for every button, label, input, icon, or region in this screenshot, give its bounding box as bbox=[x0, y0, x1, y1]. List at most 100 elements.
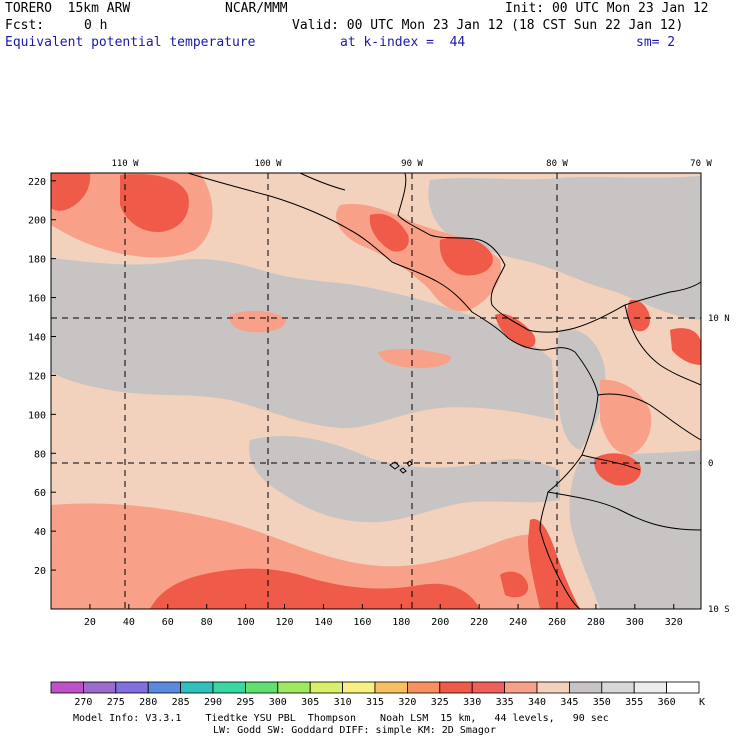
colorbar-swatch bbox=[471, 681, 506, 694]
y-axis-ticks: 220 200 180 160 140 120 100 80 60 40 20 bbox=[28, 177, 56, 577]
colorbar-level-label: 330 bbox=[463, 697, 481, 708]
red-region-venezuela bbox=[627, 299, 650, 332]
x-tick-label: 280 bbox=[587, 617, 605, 628]
x-tick-label: 60 bbox=[162, 617, 174, 628]
x-tick-label: 240 bbox=[509, 617, 527, 628]
colorbar-level-label: 290 bbox=[204, 697, 222, 708]
salmon-region-south bbox=[51, 503, 560, 609]
forecast-label: Fcst: bbox=[5, 18, 45, 33]
gray-region-middle bbox=[249, 436, 560, 523]
graticule bbox=[51, 173, 701, 609]
colorbar-level-label: 295 bbox=[236, 697, 254, 708]
center-name: NCAR/MMM bbox=[225, 1, 288, 16]
border-colombia bbox=[597, 393, 702, 441]
latitude-labels: 10 N 0 10 S bbox=[708, 314, 730, 615]
colorbar-swatch bbox=[50, 681, 84, 694]
colorbar-swatch bbox=[504, 681, 538, 694]
lat-label-10n: 10 N bbox=[708, 314, 730, 324]
x-tick-label: 220 bbox=[470, 617, 488, 628]
model-name: TORERO 15km ARW bbox=[5, 1, 131, 16]
gray-region-northeast bbox=[428, 176, 701, 320]
equivalent-potential-temperature-map: 220 200 180 160 140 120 100 80 60 40 20 20 40 60 80 10… bbox=[28, 159, 730, 628]
colorbar-swatch bbox=[569, 681, 603, 694]
colorbar-swatch bbox=[374, 681, 408, 694]
colorbar-level-label: 270 bbox=[74, 697, 92, 708]
colorbar-level-label: 315 bbox=[366, 697, 384, 708]
x-tick-label: 200 bbox=[431, 617, 449, 628]
x-tick-label: 320 bbox=[665, 617, 683, 628]
x-tick-label: 120 bbox=[276, 617, 294, 628]
gray-region-west bbox=[55, 298, 144, 361]
colorbar-labels: 270 275 280 285 290 295 300 305 310 315 320 325 330 3… bbox=[74, 697, 675, 708]
y-tick-label: 100 bbox=[28, 410, 46, 421]
border-peru bbox=[547, 491, 702, 531]
colorbar-level-label: 350 bbox=[593, 697, 611, 708]
border-ecuador bbox=[581, 454, 641, 471]
y-tick-label: 120 bbox=[28, 371, 46, 382]
salmon-region-colombia bbox=[600, 379, 652, 455]
x-tick-label: 140 bbox=[314, 617, 332, 628]
colorbar-level-label: 300 bbox=[269, 697, 287, 708]
colorbar-level-label: 275 bbox=[107, 697, 125, 708]
x-tick-label: 20 bbox=[84, 617, 96, 628]
colorbar-swatch bbox=[115, 681, 149, 694]
colorbar-level-label: 305 bbox=[301, 697, 319, 708]
colorbar-level-label: 310 bbox=[334, 697, 352, 708]
colorbar-level-label: 340 bbox=[528, 697, 546, 708]
salmon-region-central bbox=[378, 349, 451, 368]
coastlines bbox=[187, 172, 702, 610]
colorbar-swatch bbox=[406, 681, 441, 694]
colorbar-swatch bbox=[536, 681, 570, 694]
red-region-corner bbox=[51, 173, 91, 211]
colorbar-swatch bbox=[342, 681, 376, 694]
colorbar-swatch bbox=[666, 681, 700, 694]
x-axis-ticks: 20 40 60 80 100 120 140 160 180 200 220 240 260 280 30… bbox=[84, 604, 683, 628]
lon-label-90w: 90 W bbox=[401, 159, 423, 169]
border-venezuela bbox=[624, 304, 702, 386]
colorbar-level-label: 280 bbox=[139, 697, 157, 708]
lat-label-10s: 10 S bbox=[708, 605, 730, 615]
colorbar-swatch bbox=[633, 681, 668, 694]
x-tick-label: 80 bbox=[201, 617, 213, 628]
map-field bbox=[51, 173, 701, 609]
colorbar-swatch bbox=[212, 681, 246, 694]
colorbar-level-label: 355 bbox=[625, 697, 643, 708]
colorbar-swatch bbox=[439, 681, 473, 694]
colorbar-swatch bbox=[147, 681, 181, 694]
red-region-peru-coast bbox=[528, 519, 580, 609]
red-region-guatemala bbox=[369, 213, 409, 252]
colorbar-swatch bbox=[309, 681, 344, 694]
colorbar-level-label: 325 bbox=[431, 697, 449, 708]
y-tick-label: 40 bbox=[34, 527, 46, 538]
x-tick-label: 160 bbox=[353, 617, 371, 628]
red-region-honduras bbox=[439, 236, 493, 276]
colorbar-level-label: 360 bbox=[658, 697, 676, 708]
colorbar-swatch bbox=[83, 681, 117, 694]
footer-physics-info: LW: Godd SW: Goddard DIFF: simple KM: 2D… bbox=[213, 725, 496, 736]
y-tick-label: 160 bbox=[28, 294, 46, 305]
gray-region-andes-east bbox=[569, 450, 701, 609]
colorbar-swatch bbox=[244, 681, 279, 694]
colorbar-swatch bbox=[277, 681, 311, 694]
footer-model-info: Model Info: V3.3.1 Tiedtke YSU PBL Thomp… bbox=[73, 713, 609, 724]
lat-label-0: 0 bbox=[708, 459, 713, 469]
x-tick-label: 260 bbox=[548, 617, 566, 628]
colorbar-swatch bbox=[180, 681, 214, 694]
colorbar-level-label: 345 bbox=[560, 697, 578, 708]
gray-region-central-band bbox=[51, 258, 555, 429]
colorbar-swatch bbox=[601, 681, 635, 694]
x-tick-label: 40 bbox=[123, 617, 135, 628]
colorbar-boxes bbox=[50, 681, 700, 694]
coastline-yucatan bbox=[299, 172, 346, 191]
lon-label-110w: 110 W bbox=[111, 159, 139, 169]
longitude-labels: 110 W 100 W 90 W 80 W 70 W bbox=[111, 159, 712, 169]
lon-label-100w: 100 W bbox=[254, 159, 282, 169]
coastline-caribbean-side bbox=[397, 172, 702, 333]
field-name: Equivalent potential temperature bbox=[5, 35, 256, 50]
x-tick-label: 180 bbox=[392, 617, 410, 628]
red-region-venezuela-east bbox=[670, 328, 701, 365]
coastline-mexico-central-america bbox=[187, 172, 576, 353]
colorbar-unit: K bbox=[699, 697, 705, 708]
colorbar-level-label: 285 bbox=[172, 697, 190, 708]
colorbar-level-label: 335 bbox=[496, 697, 514, 708]
